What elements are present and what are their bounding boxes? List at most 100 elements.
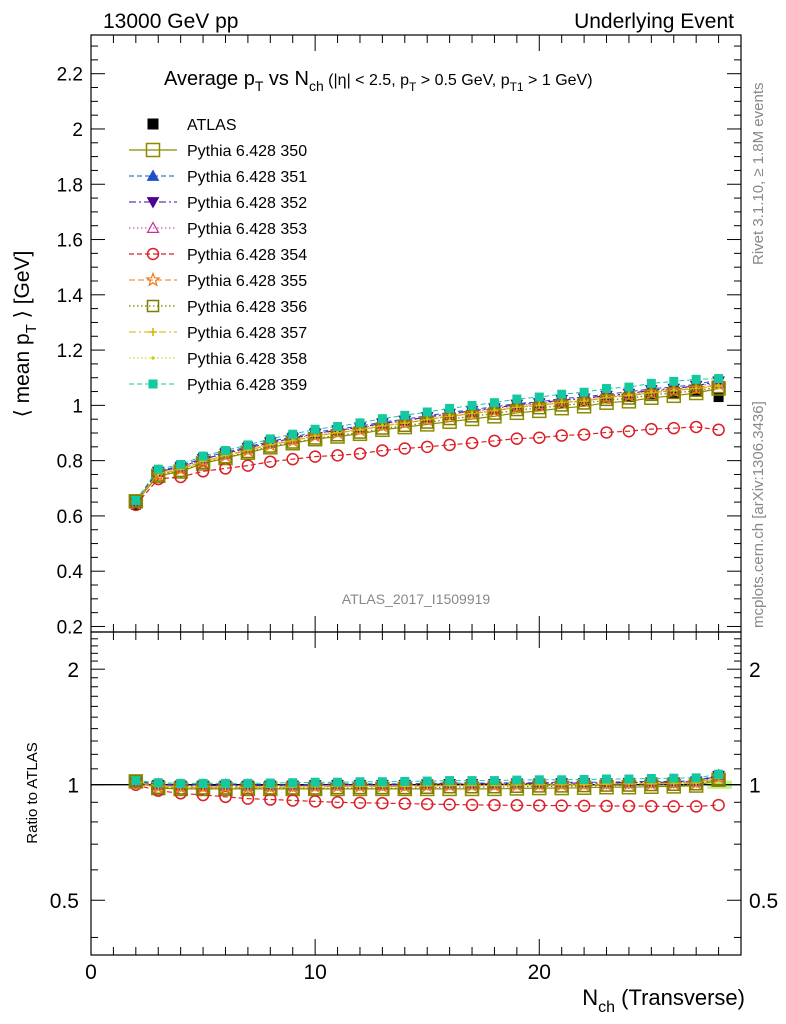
analysis-watermark: ATLAS_2017_I1509919 xyxy=(342,591,491,607)
series-359-point xyxy=(153,464,163,474)
y-axis-label: ⟨ mean pT ⟩ [GeV] xyxy=(11,251,40,418)
series-354-point xyxy=(264,455,277,468)
series-359-ratio-point xyxy=(131,776,141,786)
legend-item-354: Pythia 6.428 354 xyxy=(129,247,307,264)
series-354-point xyxy=(420,440,434,454)
series-354-point xyxy=(376,444,389,457)
ratio-y-axis-label: Ratio to ATLAS xyxy=(24,742,41,843)
series-359-ratio-point xyxy=(355,777,365,787)
series-354-ratio-point xyxy=(622,799,636,813)
x-tick-label: 0 xyxy=(85,961,97,984)
series-355-point xyxy=(128,494,144,510)
y-tick-label: 2 xyxy=(72,120,83,141)
legend-item-atlas: ATLAS xyxy=(147,117,237,134)
series-359-ratio-point xyxy=(333,777,343,787)
x-axis-label: Nch (Transverse) xyxy=(582,985,745,1016)
series-356-point xyxy=(129,495,143,508)
ratio-tick-label: 1 xyxy=(67,775,79,798)
series-359-point xyxy=(557,389,567,399)
series-359-point xyxy=(624,382,634,392)
series-358-point xyxy=(291,438,295,442)
series-354-point xyxy=(689,420,703,434)
series-358-line xyxy=(135,385,719,502)
x-tick-label: 20 xyxy=(528,961,551,984)
series-354-line xyxy=(135,426,719,506)
series-359-ratio-point xyxy=(153,778,163,788)
series-359-ratio-point xyxy=(176,778,186,788)
series-354-point xyxy=(241,459,255,472)
y-tick-label: 0.2 xyxy=(57,617,83,638)
series-359-point xyxy=(333,421,343,431)
ratio-y-axis: 0.5 0.5 1 1 2 2 xyxy=(50,638,778,938)
series-358-point xyxy=(537,403,541,407)
ratio-tick-label: 0.5 xyxy=(50,890,79,913)
main-series-group xyxy=(128,373,727,512)
series-354-ratio-point xyxy=(219,790,232,804)
series-354-point xyxy=(353,447,367,460)
legend-marker xyxy=(151,356,155,360)
series-359-point xyxy=(243,440,253,450)
legend: ATLAS Pythia 6.428 350 Pythia 6.428 351 Pyt… xyxy=(129,117,307,394)
series-354-point xyxy=(331,449,344,462)
header-process: Underlying Event xyxy=(574,10,734,33)
series-354-ratio-point xyxy=(398,797,412,810)
ratio-series-group xyxy=(128,768,727,813)
legend-marker xyxy=(146,299,160,313)
series-359-ratio-point xyxy=(288,778,298,788)
series-359-point xyxy=(265,434,275,444)
series-358-point xyxy=(492,408,497,412)
ratio-frame xyxy=(90,631,742,956)
legend-label: Pythia 6.428 352 xyxy=(187,195,307,212)
legend-item-358: Pythia 6.428 358 xyxy=(129,351,307,368)
atlas-data xyxy=(130,386,724,510)
series-359-point xyxy=(422,407,432,417)
series-354-point xyxy=(510,432,524,445)
series-358-point xyxy=(716,384,721,388)
series-359-point xyxy=(669,376,679,386)
series-359-point xyxy=(377,414,387,424)
series-359-ratio-point xyxy=(400,776,410,786)
series-359-ratio-point xyxy=(624,774,634,784)
ratio-tick-label-right: 2 xyxy=(749,659,761,682)
series-353-ratio-line xyxy=(135,776,719,787)
atlas-data-point xyxy=(713,392,724,403)
legend-label: Pythia 6.428 354 xyxy=(187,247,307,264)
series-356-main xyxy=(129,380,725,508)
series-354-point xyxy=(443,438,456,452)
x-tick-label: 10 xyxy=(303,961,326,984)
series-359-point xyxy=(176,459,186,469)
series-359-ratio-point xyxy=(198,778,208,788)
series-359-ratio xyxy=(131,769,724,788)
series-356-ratio-point xyxy=(129,775,143,788)
legend-marker xyxy=(147,118,159,130)
series-359-ratio-point xyxy=(669,773,679,783)
series-359-ratio-point xyxy=(489,776,499,786)
legend-item-353: Pythia 6.428 353 xyxy=(129,221,307,238)
main-y-axis: 0.2 0.4 0.6 0.8 1 1.2 1.4 1.6 1.8 2 2.2 xyxy=(57,45,741,638)
legend-marker xyxy=(145,271,161,287)
legend-marker xyxy=(146,221,160,233)
series-358-point xyxy=(515,405,519,409)
series-358-point xyxy=(380,423,385,428)
series-359-ratio-point xyxy=(602,774,612,784)
series-359-ratio-point xyxy=(512,775,522,785)
ratio-tick-label-right: 0.5 xyxy=(749,890,778,913)
series-354-point xyxy=(398,442,412,455)
series-354-ratio-point xyxy=(689,800,703,813)
x-axis: 0 10 20 xyxy=(85,35,742,984)
series-354-ratio-point xyxy=(443,798,456,811)
series-358-point xyxy=(582,398,586,403)
legend-item-357: Pythia 6.428 357 xyxy=(129,325,307,342)
series-359-ratio-point xyxy=(377,777,387,787)
series-359-point xyxy=(310,424,320,434)
series-354-main xyxy=(129,420,725,512)
series-359-ratio-point xyxy=(534,775,544,785)
series-358-point xyxy=(358,427,362,432)
series-354-point xyxy=(533,431,546,444)
series-354-point xyxy=(645,422,658,436)
series-359-point xyxy=(646,378,656,388)
legend-item-356: Pythia 6.428 356 xyxy=(129,299,307,316)
series-350-line xyxy=(135,387,719,502)
series-358-point xyxy=(425,417,429,421)
series-354-ratio-point xyxy=(533,799,546,812)
